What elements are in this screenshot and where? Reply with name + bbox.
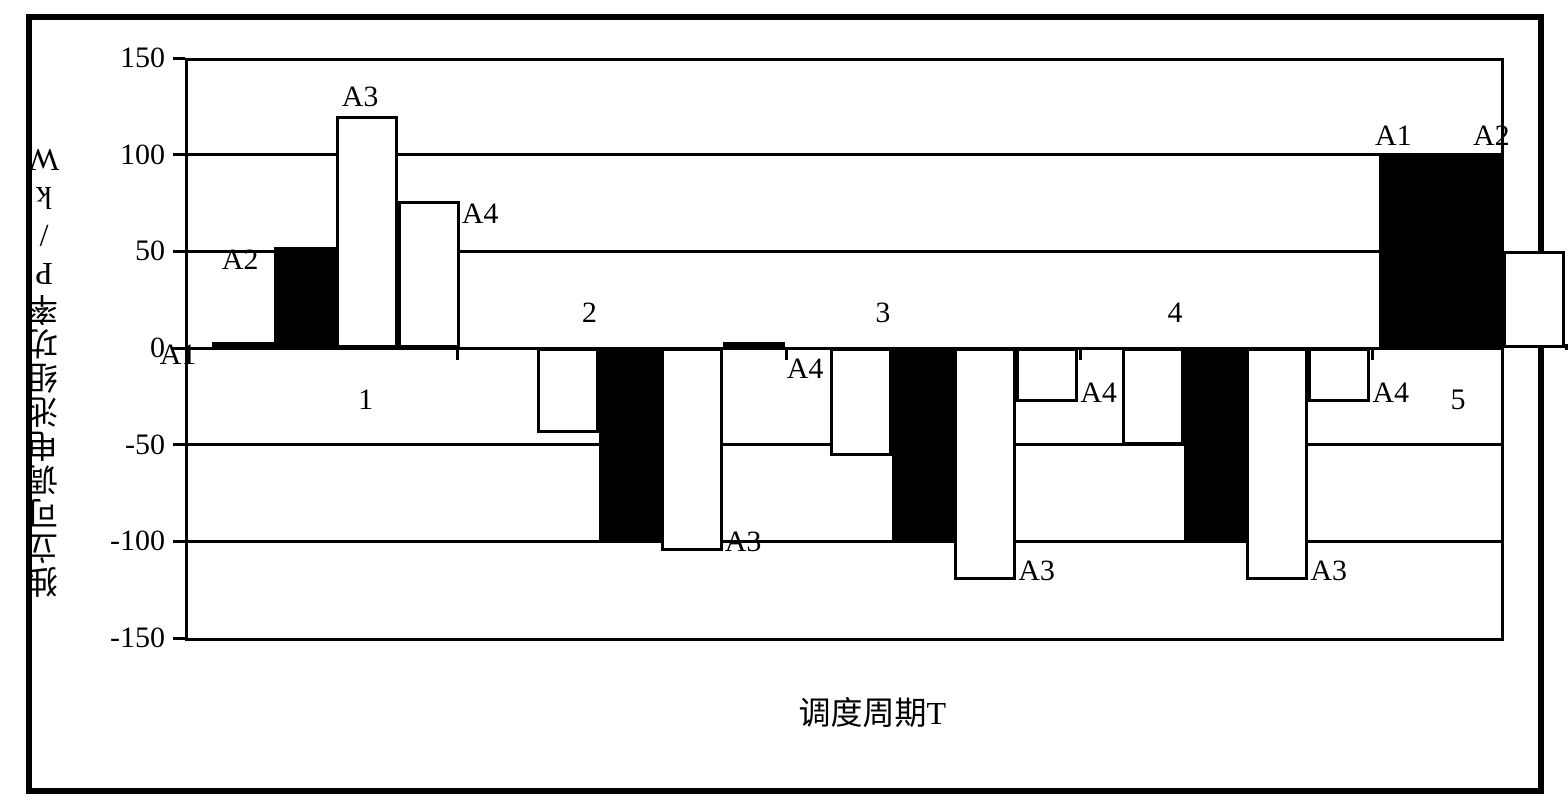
bar-label: A3 [1310, 554, 1347, 588]
bar-a1 [212, 342, 274, 348]
bar-label: A4 [1372, 376, 1409, 410]
bar-a2 [599, 348, 661, 541]
bar-label: A1 [1375, 119, 1412, 153]
bar-a2 [274, 247, 336, 348]
bar-a2 [1184, 348, 1246, 541]
bar-a4 [398, 201, 460, 348]
ytick-label: -150 [0, 621, 165, 655]
group-label: 4 [1168, 296, 1183, 330]
group-label: 2 [582, 296, 597, 330]
bar-a3 [1503, 251, 1565, 348]
bar-a4 [1308, 348, 1370, 402]
bar-a4 [1016, 348, 1078, 402]
bar-label: A3 [1018, 554, 1055, 588]
ytick-label: 100 [0, 138, 165, 172]
bar-label: A2 [222, 243, 259, 277]
bar-a1 [830, 348, 892, 456]
bar-a3 [336, 116, 398, 348]
bar-a3 [954, 348, 1016, 580]
bar-label: A4 [1080, 376, 1117, 410]
bar-a1 [537, 348, 599, 433]
bar-label: A4 [787, 352, 824, 386]
bar-a3 [1246, 348, 1308, 580]
bar-a1a2 [1379, 155, 1503, 348]
bar-label: A1 [160, 338, 197, 372]
bar-label: A3 [342, 80, 379, 114]
ytick-label: -100 [0, 524, 165, 558]
ytick-label: 0 [0, 331, 165, 365]
ytick-label: -50 [0, 428, 165, 462]
group-label: 5 [1450, 383, 1465, 417]
group-label: 1 [358, 383, 373, 417]
bar-a2 [892, 348, 954, 541]
bar-label: A2 [1473, 119, 1510, 153]
bar-chart: 独立可调电池组功率P/kW 调度周期T -150-100-50050100150… [0, 0, 1568, 808]
ytick-label: 150 [0, 41, 165, 75]
bar-a4 [723, 342, 785, 348]
ytick-label: 50 [0, 234, 165, 268]
bar-a3 [661, 348, 723, 551]
bar-label: A3 [725, 525, 762, 559]
bar-label: A4 [462, 197, 499, 231]
x-axis-label: 调度周期T [799, 688, 947, 734]
group-label: 3 [875, 296, 890, 330]
bar-a1 [1122, 348, 1184, 445]
